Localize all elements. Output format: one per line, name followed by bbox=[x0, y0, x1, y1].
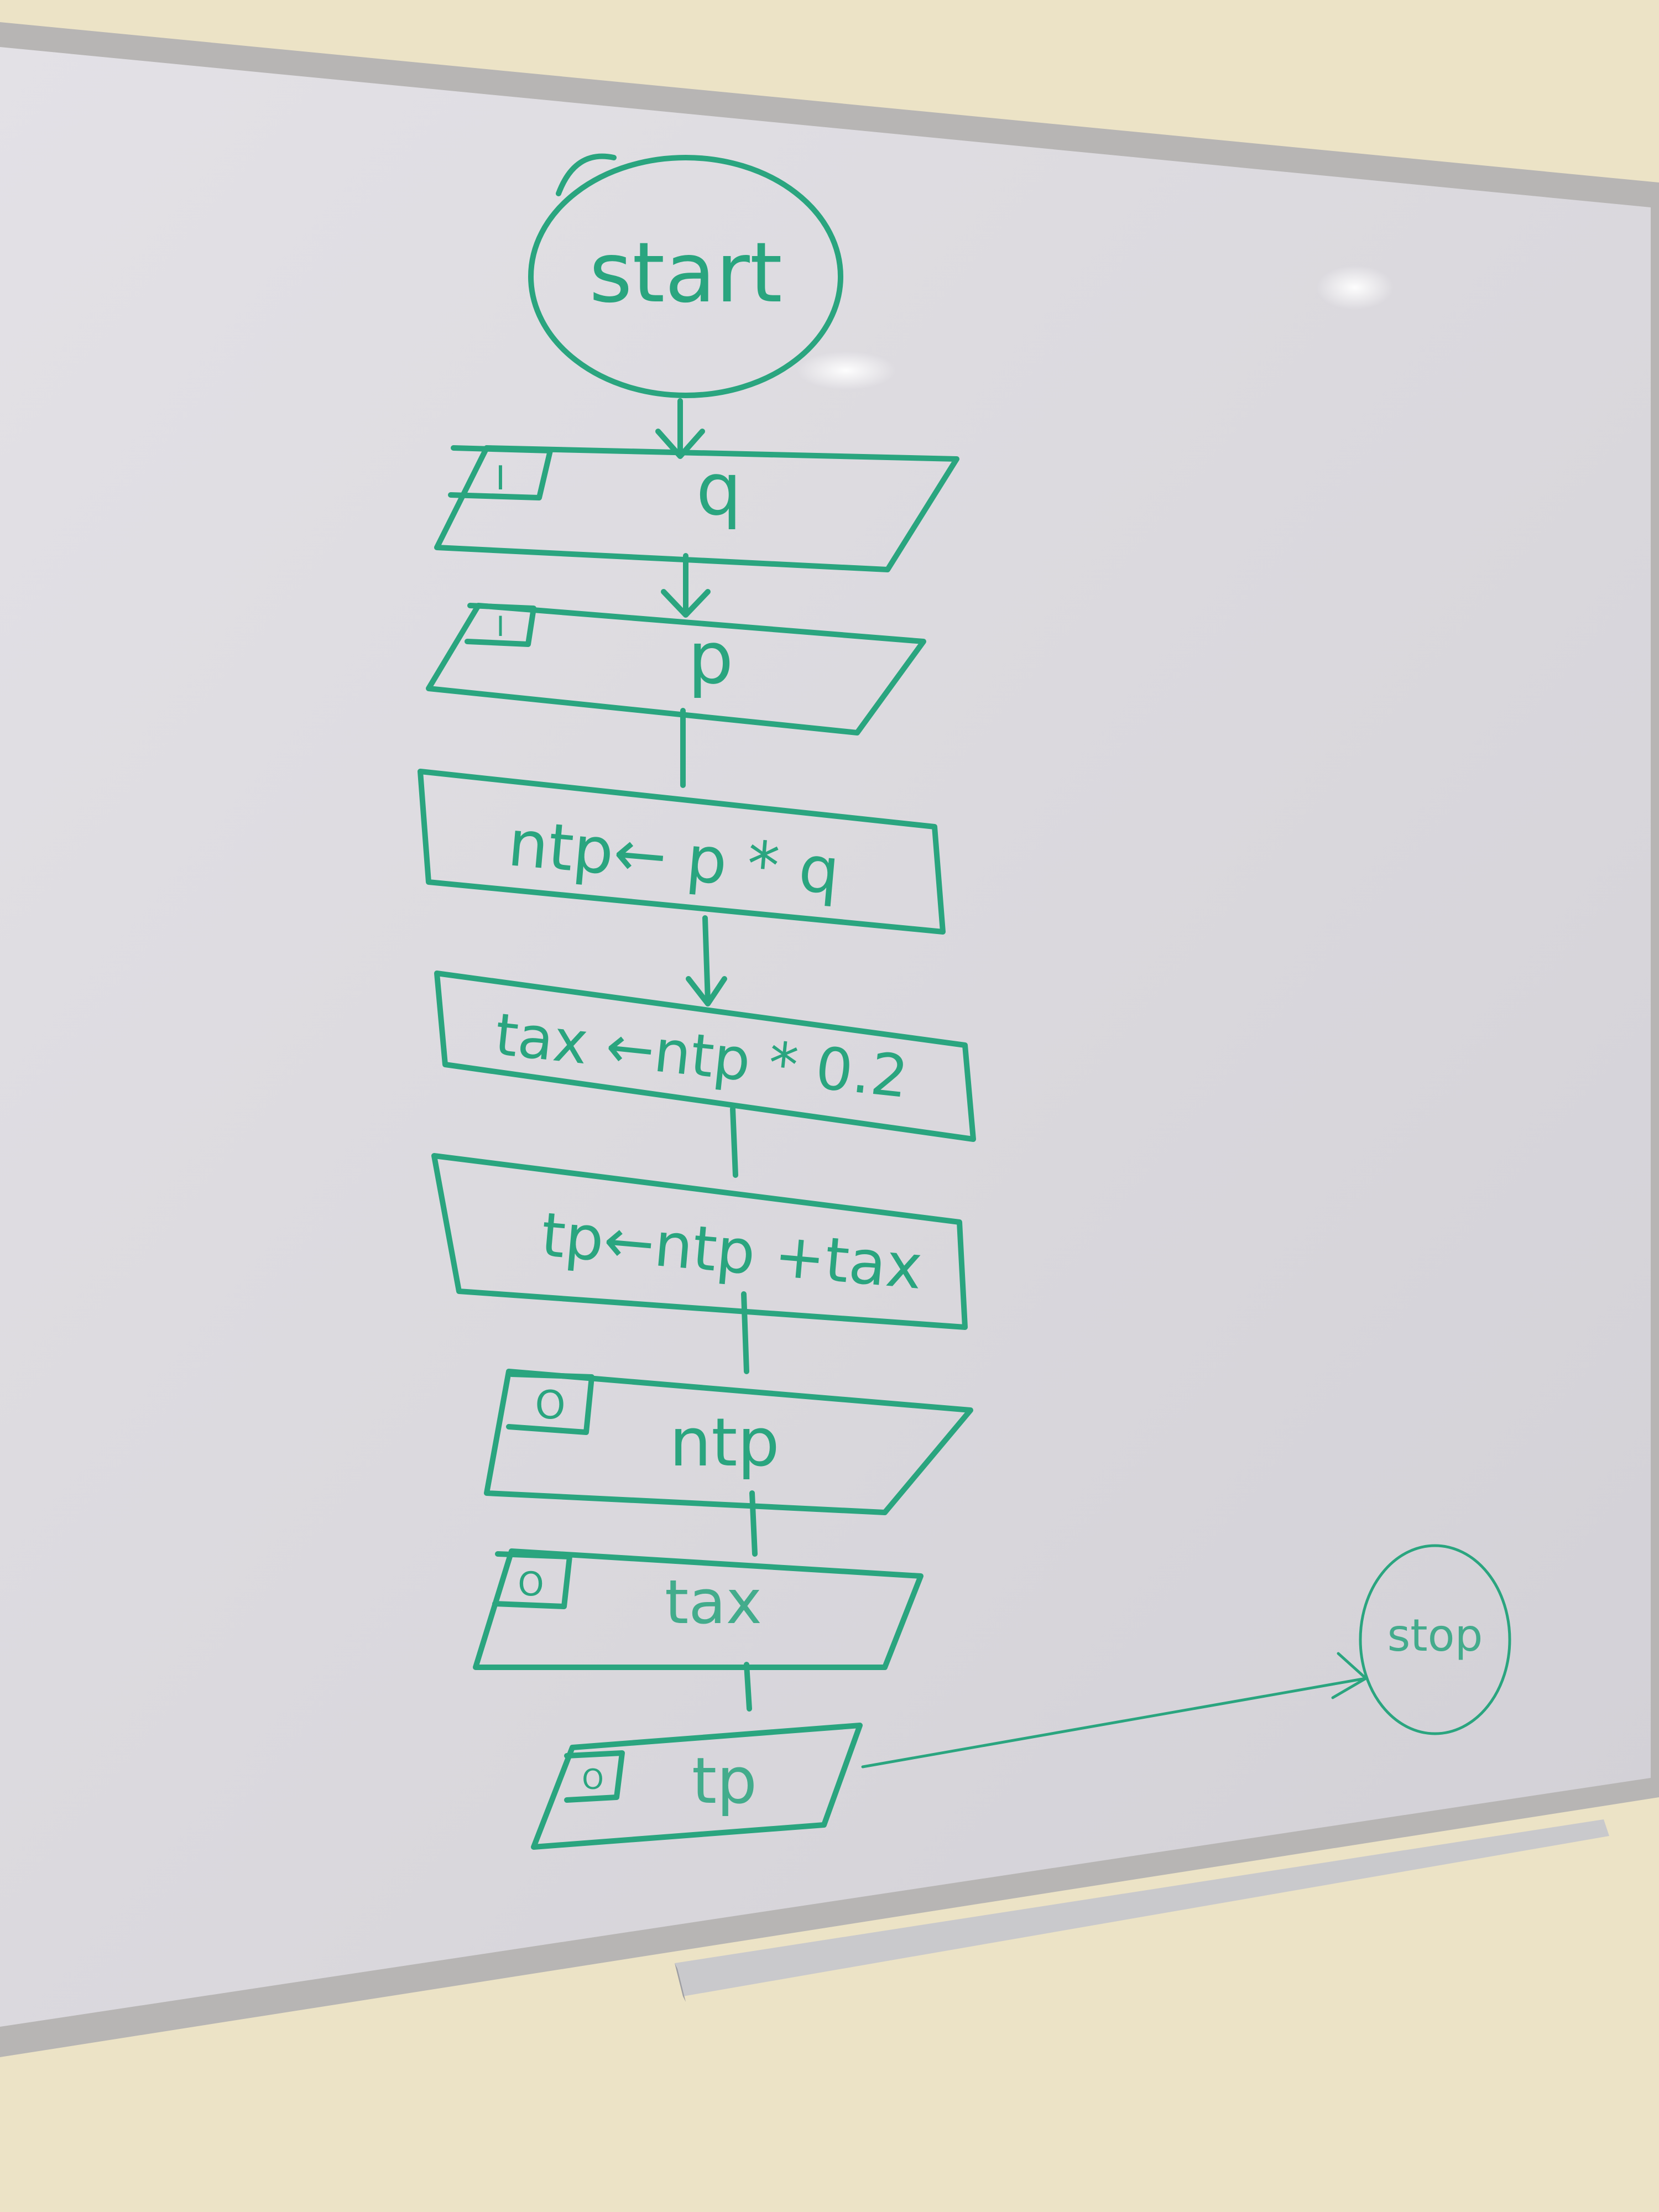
input-marker-box bbox=[448, 445, 553, 500]
output-step-tax bbox=[473, 1548, 924, 1670]
step-text-tax-output: tax bbox=[665, 1567, 762, 1637]
output-marker-box bbox=[564, 1750, 625, 1803]
parallelogram-shape bbox=[473, 1548, 924, 1670]
marker-tray bbox=[675, 1819, 1609, 1996]
step-text-ntp-output: ntp bbox=[669, 1405, 779, 1481]
parallelogram-shape bbox=[484, 1369, 973, 1515]
process-step-tax bbox=[434, 971, 976, 1142]
stop-label: stop bbox=[1387, 1610, 1483, 1661]
light-reflection bbox=[796, 351, 896, 390]
output-marker-box bbox=[506, 1371, 594, 1435]
output-step-ntp bbox=[484, 1369, 973, 1515]
output-step-tp bbox=[531, 1723, 863, 1850]
step-text-p: p bbox=[688, 616, 734, 700]
parallelogram-shape bbox=[426, 603, 926, 735]
rectangle-shape bbox=[418, 769, 946, 935]
flow-connectors bbox=[655, 398, 758, 1712]
rectangle-shape bbox=[431, 1153, 968, 1330]
whiteboard-surface bbox=[0, 47, 1651, 2027]
flowchart bbox=[418, 153, 1511, 1850]
parallelogram-shape bbox=[434, 445, 959, 572]
process-step-tp bbox=[431, 1153, 968, 1330]
process-step-ntp bbox=[418, 769, 946, 935]
light-reflection bbox=[1316, 265, 1394, 310]
start-terminal-overstroke bbox=[556, 153, 617, 196]
output-marker-box bbox=[492, 1551, 572, 1609]
step-text-tp-output: tp bbox=[692, 1744, 757, 1818]
start-terminal bbox=[528, 155, 843, 398]
input-step-p bbox=[426, 603, 926, 735]
rectangle-shape bbox=[434, 971, 976, 1142]
output-marker-label: O bbox=[582, 1764, 603, 1796]
marker-tray-edge bbox=[675, 1963, 686, 2002]
start-label: start bbox=[589, 225, 782, 321]
stop-terminal bbox=[1359, 1544, 1511, 1735]
input-marker-box bbox=[465, 603, 536, 647]
step-text-q: q bbox=[696, 447, 742, 531]
input-marker-label: I bbox=[497, 611, 505, 643]
input-step-q bbox=[434, 445, 959, 572]
output-marker-label: O bbox=[518, 1565, 544, 1604]
output-marker-label: O bbox=[535, 1383, 565, 1428]
input-marker-label: I bbox=[495, 459, 505, 498]
parallelogram-shape bbox=[531, 1723, 863, 1850]
